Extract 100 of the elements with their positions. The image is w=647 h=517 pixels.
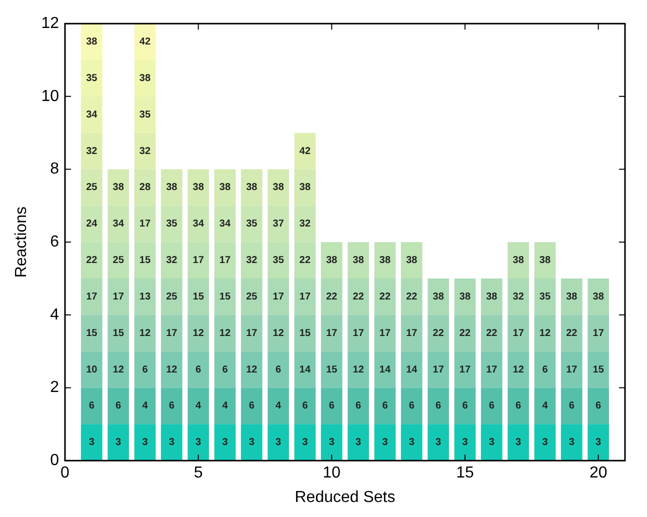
annotation: 3 xyxy=(408,437,415,448)
annotation: 3 xyxy=(436,437,442,448)
bar xyxy=(534,314,556,352)
bar xyxy=(401,388,422,424)
bar xyxy=(134,388,156,424)
x-axis-title: Reduced Sets xyxy=(294,488,396,506)
bar xyxy=(188,388,209,424)
annotation: 12 xyxy=(219,328,231,339)
annotation: 22 xyxy=(299,255,311,266)
annotation: 32 xyxy=(246,255,258,266)
annotation: 17 xyxy=(406,328,418,339)
bar xyxy=(294,424,316,461)
x-tick-label: 15 xyxy=(456,464,474,482)
bar xyxy=(321,278,342,315)
annotation: 17 xyxy=(112,291,124,302)
bar xyxy=(134,314,156,352)
bar xyxy=(508,388,529,424)
bar xyxy=(508,242,529,279)
bar xyxy=(534,388,556,424)
bar xyxy=(401,314,422,352)
annotation: 25 xyxy=(112,255,124,266)
bar xyxy=(481,388,502,424)
annotation: 25 xyxy=(86,182,98,194)
bar xyxy=(534,242,556,279)
bar xyxy=(241,351,262,388)
annotation: 6 xyxy=(222,364,228,376)
annotation: 34 xyxy=(112,218,124,230)
annotation: 6 xyxy=(542,364,548,376)
bar xyxy=(508,278,529,315)
annotation: 14 xyxy=(406,364,418,376)
annotation: 35 xyxy=(166,218,178,230)
annotation: 22 xyxy=(459,328,471,339)
bar xyxy=(108,388,129,424)
bar xyxy=(214,351,236,388)
annotation: 35 xyxy=(139,109,151,120)
annotation: 38 xyxy=(459,291,471,302)
annotation: 3 xyxy=(248,437,255,448)
annotation: 17 xyxy=(86,291,98,302)
annotation: 28 xyxy=(139,182,151,194)
annotation: 22 xyxy=(326,291,338,302)
annotation: 38 xyxy=(299,182,311,194)
annotation: 38 xyxy=(539,255,551,266)
bar xyxy=(188,351,209,388)
annotation: 35 xyxy=(272,255,284,266)
annotation: 17 xyxy=(219,255,231,266)
bar xyxy=(108,314,129,352)
annotation: 6 xyxy=(462,400,468,412)
annotation: 15 xyxy=(192,291,204,302)
bar xyxy=(80,314,102,352)
annotation: 34 xyxy=(86,109,98,120)
annotation: 22 xyxy=(432,328,444,339)
annotation: 3 xyxy=(328,437,335,448)
bar xyxy=(401,278,422,315)
bar xyxy=(161,314,182,352)
annotation: 14 xyxy=(299,364,311,376)
bar xyxy=(161,278,182,315)
annotation: 38 xyxy=(219,182,231,194)
annotation: 42 xyxy=(299,146,311,157)
annotation: 15 xyxy=(592,364,604,376)
annotation: 3 xyxy=(168,437,175,448)
bar xyxy=(241,388,262,424)
y-tick-label: 2 xyxy=(50,379,60,396)
bar xyxy=(348,351,369,388)
x-tick-label: 10 xyxy=(322,464,341,482)
annotation: 34 xyxy=(219,218,231,230)
bar xyxy=(268,314,289,352)
annotation: 3 xyxy=(488,437,495,448)
annotation: 6 xyxy=(302,400,308,412)
annotation: 3 xyxy=(568,437,575,448)
annotation: 15 xyxy=(299,328,311,339)
annotation: 17 xyxy=(192,255,204,266)
annotation: 12 xyxy=(272,328,284,339)
bar xyxy=(80,424,102,461)
bar xyxy=(214,388,236,424)
bar xyxy=(454,314,476,352)
annotation: 24 xyxy=(86,218,98,230)
bar xyxy=(161,351,182,388)
annotation: 12 xyxy=(246,364,258,376)
bar xyxy=(481,314,502,352)
bar xyxy=(561,424,582,461)
bar xyxy=(508,424,529,461)
bar xyxy=(374,278,396,315)
annotation: 25 xyxy=(166,291,178,302)
annotation: 17 xyxy=(246,328,258,339)
annotation: 38 xyxy=(86,36,98,48)
annotation: 17 xyxy=(592,328,604,339)
bar xyxy=(321,351,342,388)
annotation: 34 xyxy=(192,218,204,230)
bar xyxy=(321,314,342,352)
annotation: 3 xyxy=(542,437,548,448)
bar xyxy=(401,424,422,461)
bar xyxy=(374,351,396,388)
bar xyxy=(561,278,582,315)
annotation: 37 xyxy=(272,218,284,230)
bar xyxy=(188,278,209,315)
bar xyxy=(241,314,262,352)
annotation: 6 xyxy=(276,364,282,376)
bar xyxy=(454,351,476,388)
bar xyxy=(428,424,449,461)
bar xyxy=(508,351,529,388)
